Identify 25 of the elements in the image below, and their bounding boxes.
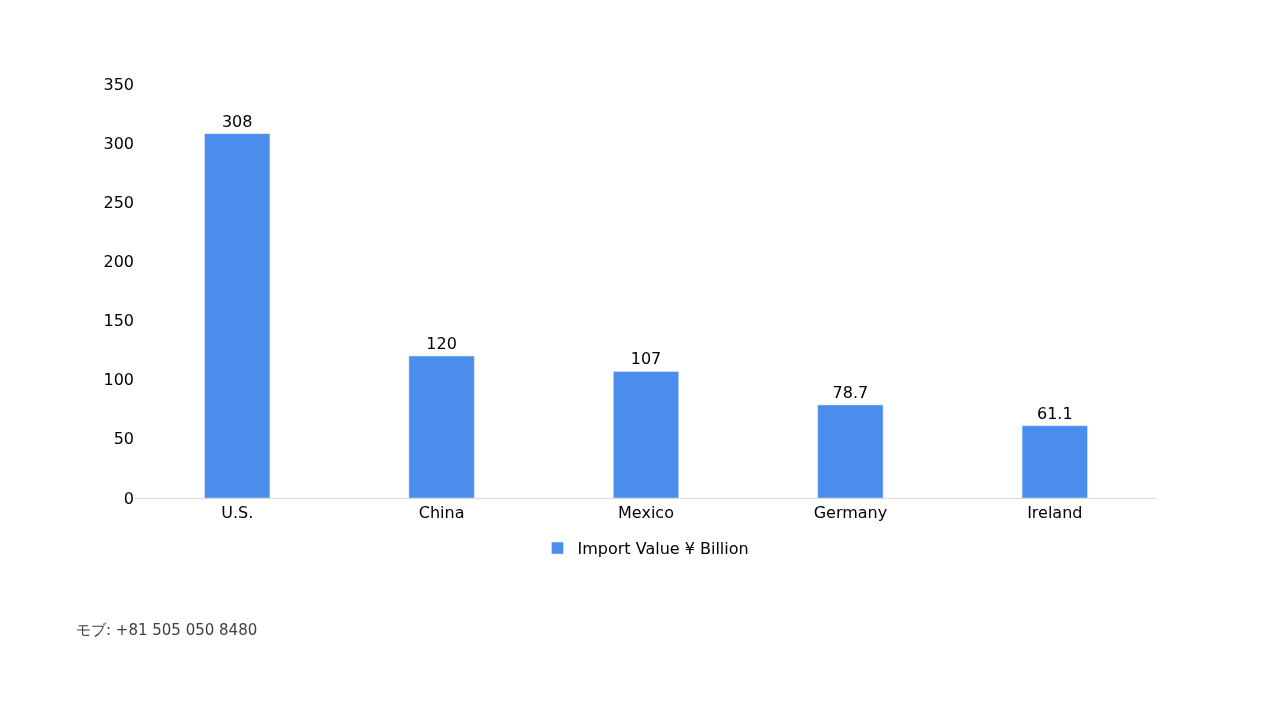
data-label: 107 — [630, 349, 662, 369]
y-tick-label: 100 — [103, 370, 134, 390]
y-tick-label: 0 — [123, 488, 134, 508]
y-tick-label: 350 — [103, 74, 134, 94]
y-tick-label: 50 — [113, 429, 134, 449]
x-tick-label: U.S. — [221, 503, 254, 523]
y-tick-label: 200 — [103, 252, 134, 272]
text: モブ: +81 505 050 8480 — [76, 621, 258, 639]
bar — [204, 133, 271, 498]
x-tick-label: Germany — [813, 503, 888, 523]
x-tick-label: Ireland — [1027, 503, 1083, 523]
legend-label: Import Value ¥ Billion — [577, 539, 749, 559]
y-tick-label: 250 — [103, 192, 134, 212]
bar — [1021, 425, 1088, 498]
bar — [613, 371, 679, 498]
x-tick-label: Mexico — [618, 503, 674, 523]
data-label: 61.1 — [1036, 403, 1073, 423]
data-label: 308 — [221, 111, 253, 131]
y-tick-label: 150 — [103, 311, 134, 331]
data-label: 120 — [426, 334, 457, 354]
bar — [817, 404, 884, 498]
y-tick-label: 300 — [103, 133, 134, 153]
x-tick-label: China — [418, 503, 465, 523]
bar — [408, 355, 475, 498]
data-label: 78.7 — [832, 382, 869, 402]
